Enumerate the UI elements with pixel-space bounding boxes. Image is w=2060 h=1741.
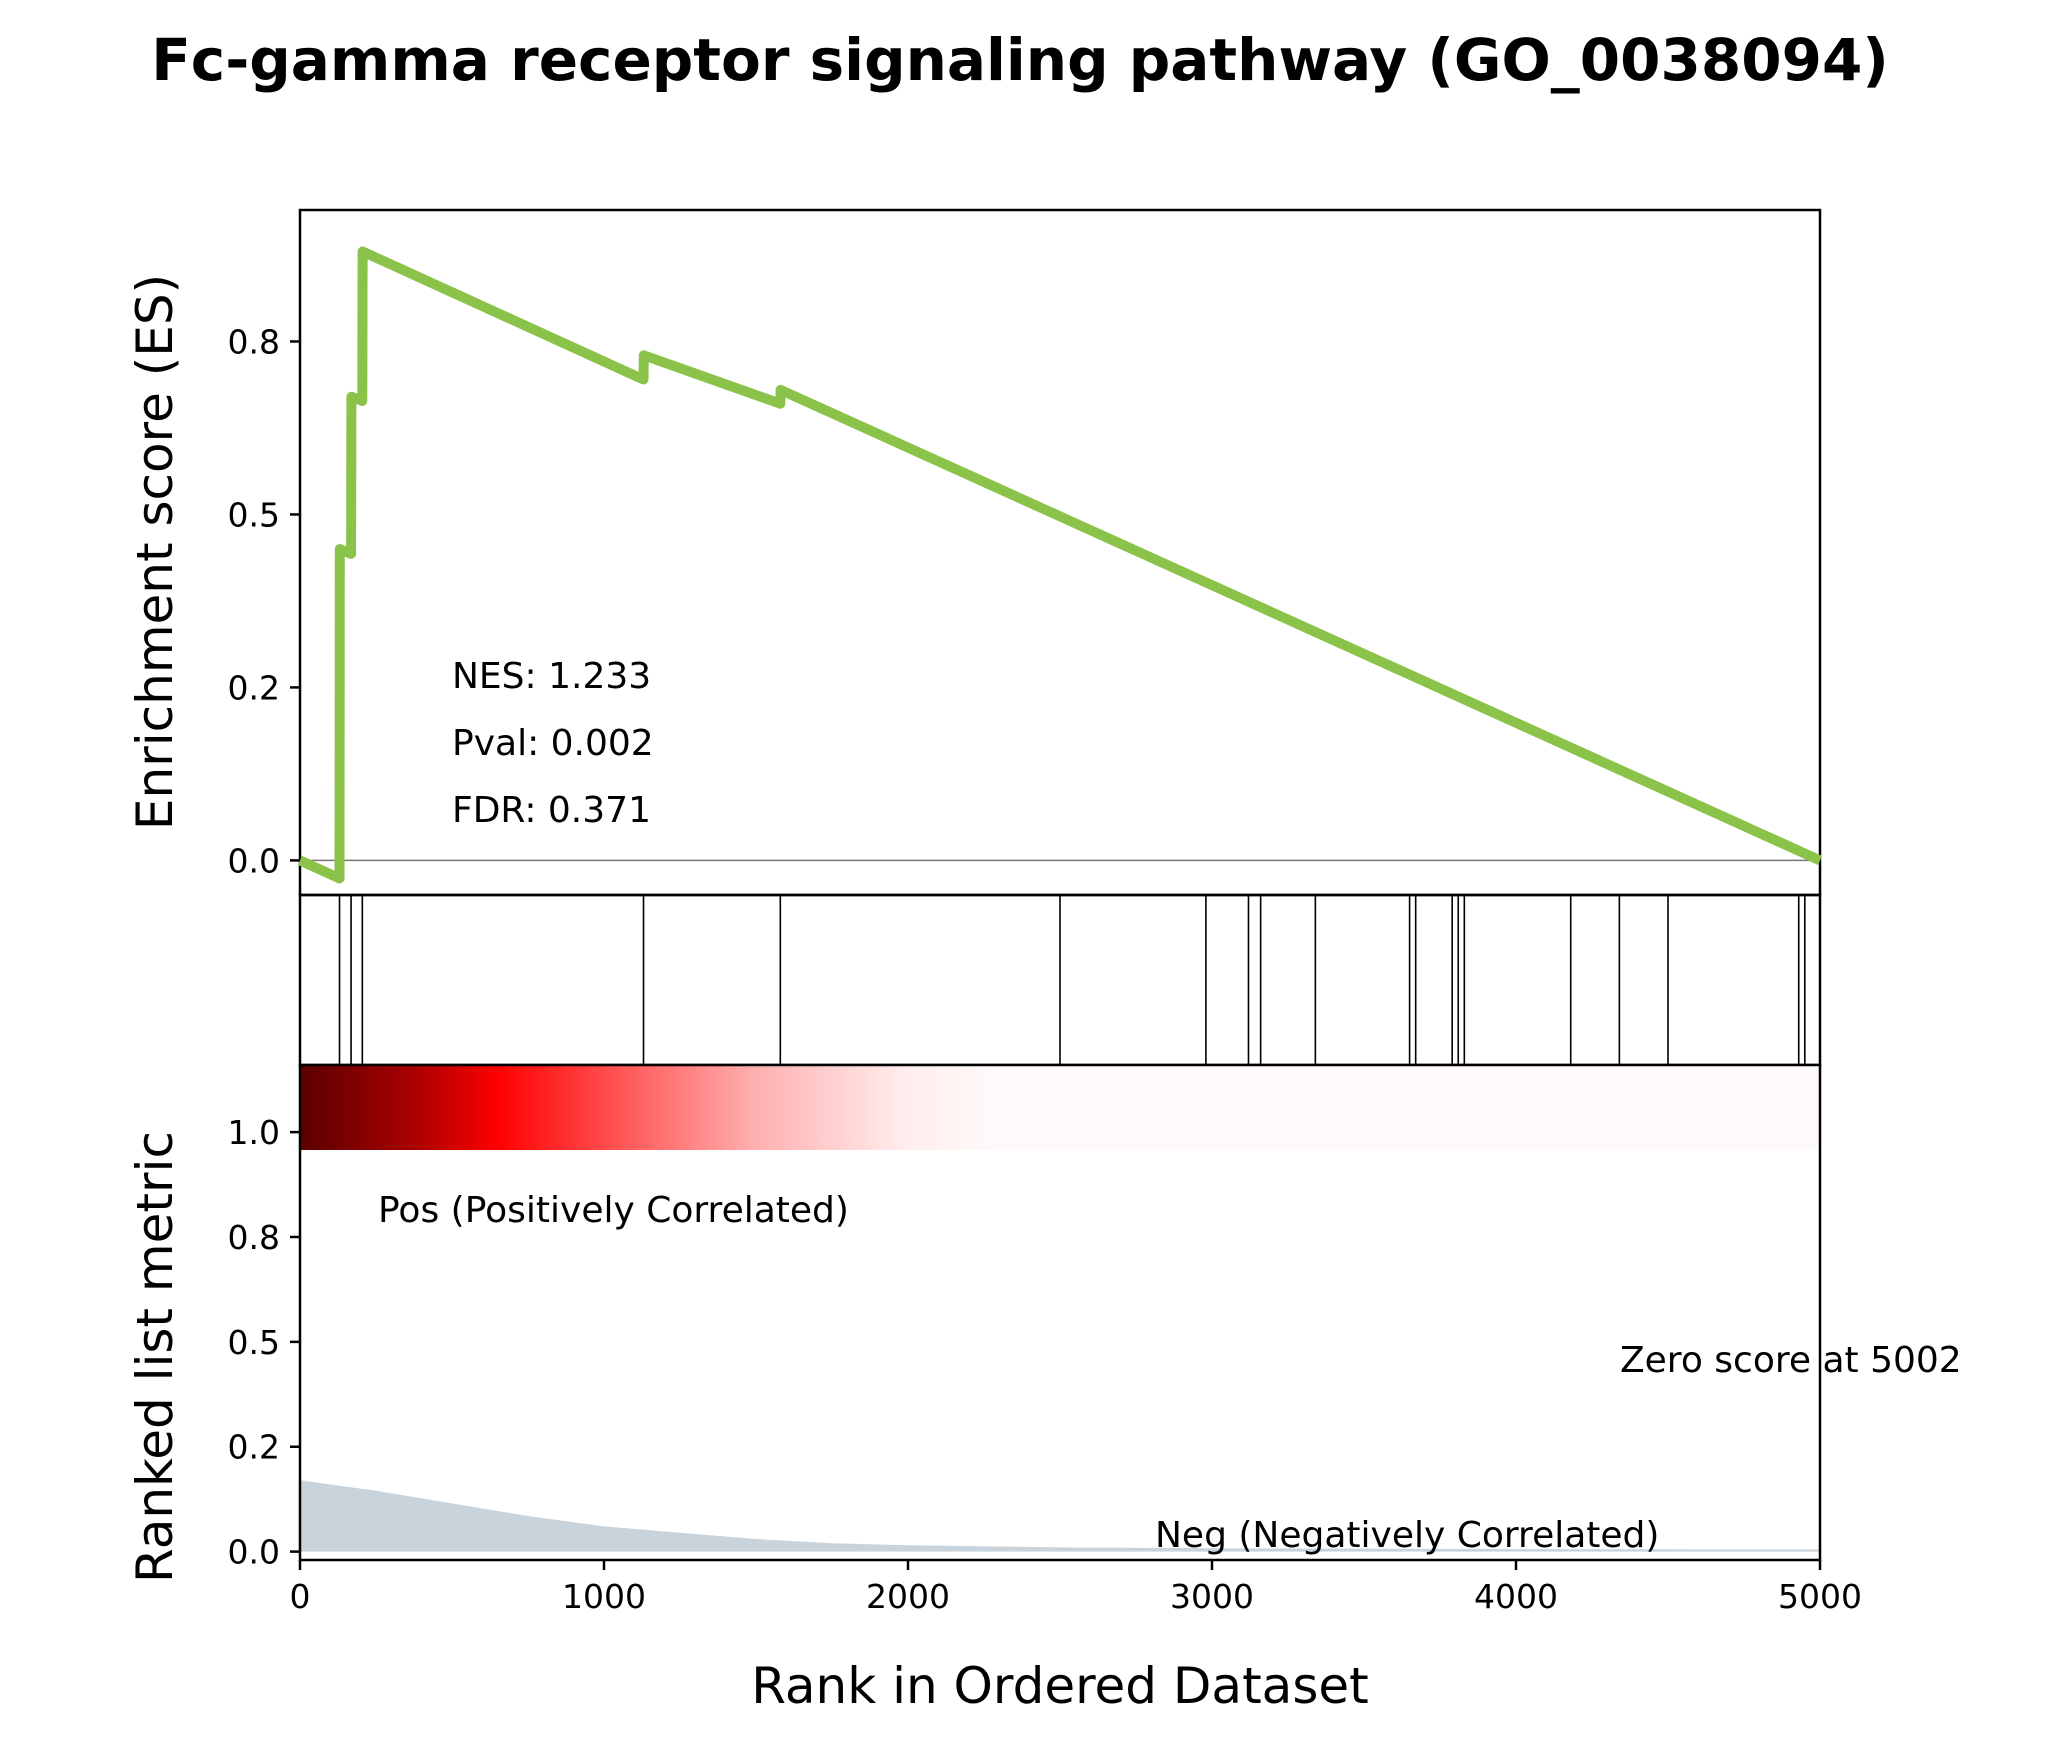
hit-lines — [338, 895, 1821, 1065]
x-tick-label: 0 — [290, 1577, 311, 1616]
es-y-tick-label: 0.0 — [228, 841, 280, 880]
metric-area — [300, 1480, 1820, 1552]
es-y-tick-label: 0.2 — [228, 668, 280, 707]
neg-correlated-label: Neg (Negatively Correlated) — [1155, 1515, 1659, 1556]
es-line — [297, 246, 1823, 884]
metric-y-ticks: 0.0 0.2 0.5 0.8 1.0 — [228, 1113, 300, 1572]
es-y-tick-label: 0.8 — [228, 322, 280, 361]
metric-y-tick-label: 1.0 — [228, 1113, 280, 1152]
x-tick-label: 5000 — [1778, 1577, 1862, 1616]
x-ticks: 0 1000 2000 3000 4000 5000 — [290, 1560, 1862, 1616]
es-panel: 0.0 0.2 0.5 0.8 NES: 1.233 Pval: 0.002 FDR:… — [126, 208, 1823, 897]
es-y-tick-label: 0.5 — [228, 495, 280, 534]
x-axis-label: Rank in Ordered Dataset — [751, 1657, 1368, 1715]
chart-title: Fc-gamma receptor signaling pathway (GO_… — [151, 26, 1889, 94]
zero-score-label: Zero score at 5002 — [1620, 1340, 1962, 1381]
pos-correlated-label: Pos (Positively Correlated) — [378, 1190, 849, 1231]
es-y-ticks: 0.0 0.2 0.5 0.8 — [228, 322, 300, 880]
es-y-axis-label: Enrichment score (ES) — [126, 274, 184, 830]
metric-y-tick-label: 0.5 — [228, 1323, 280, 1362]
metric-y-axis-label: Ranked list metric — [126, 1131, 184, 1583]
nes-stat: NES: 1.233 — [452, 656, 651, 697]
metric-y-tick-label: 0.0 — [228, 1533, 280, 1572]
metric-y-tick-label: 0.2 — [228, 1428, 280, 1467]
x-tick-label: 1000 — [562, 1577, 646, 1616]
x-tick-label: 2000 — [866, 1577, 950, 1616]
correlation-heatmap-bar — [300, 1065, 1820, 1150]
metric-panel: 0.0 0.2 0.5 0.8 1.0 Pos (Positively Correlat… — [126, 1063, 1962, 1583]
metric-panel-frame — [298, 1063, 1822, 1562]
x-tick-label: 4000 — [1474, 1577, 1558, 1616]
metric-y-tick-label: 0.8 — [228, 1218, 280, 1257]
fdr-stat: FDR: 0.371 — [452, 790, 651, 831]
x-tick-label: 3000 — [1170, 1577, 1254, 1616]
hits-panel — [298, 893, 1822, 1067]
pval-stat: Pval: 0.002 — [452, 723, 654, 764]
